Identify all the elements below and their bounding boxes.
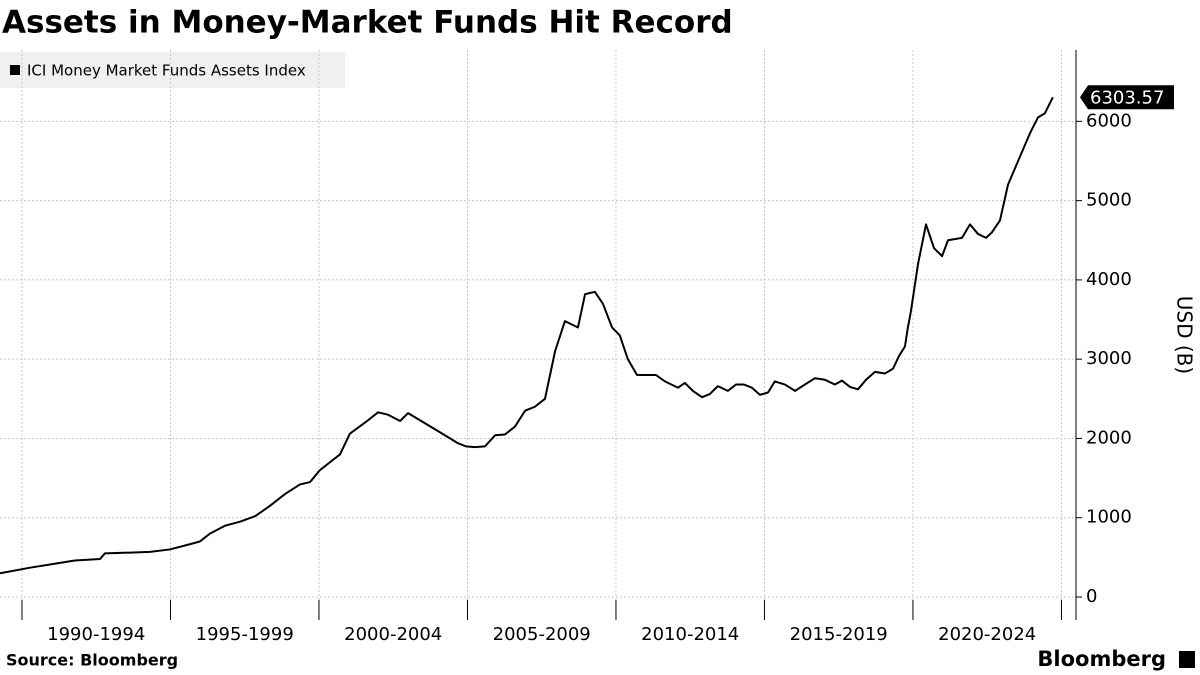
y-tick-label: 2000	[1086, 427, 1132, 448]
y-tick-label: 6000	[1086, 110, 1132, 131]
line	[0, 96, 1054, 575]
y-tick-label: 1000	[1086, 507, 1132, 528]
value-label: 6303.57	[1090, 87, 1164, 108]
brand: Bloomberg	[1037, 647, 1166, 671]
y-tick-label: 0	[1086, 586, 1097, 607]
source: Source: Bloomberg	[6, 651, 178, 670]
y-tick-label: 3000	[1086, 348, 1132, 369]
x-tick-label: 1990-1994	[47, 624, 145, 645]
legend-label: ICI Money Market Funds Assets Index	[27, 62, 306, 80]
x-tick-label: 1995-1999	[196, 624, 294, 645]
y-tick-label: 5000	[1086, 190, 1132, 211]
legend-swatch	[10, 65, 20, 75]
x-tick-label: 2005-2009	[493, 624, 591, 645]
x-tick-label: 2020-2024	[938, 624, 1036, 645]
legend-box	[0, 52, 345, 88]
x-tick-label: 2000-2004	[344, 624, 442, 645]
value-callout	[1080, 85, 1174, 110]
brand-icon	[1179, 651, 1195, 668]
x-tick-label: 2015-2019	[790, 624, 888, 645]
x-tick-label: 2010-2014	[641, 624, 739, 645]
y-tick-label: 4000	[1086, 269, 1132, 290]
chart-title: Assets in Money-Market Funds Hit Record	[2, 5, 733, 41]
y-axis-label: USD (B)	[1173, 296, 1197, 374]
